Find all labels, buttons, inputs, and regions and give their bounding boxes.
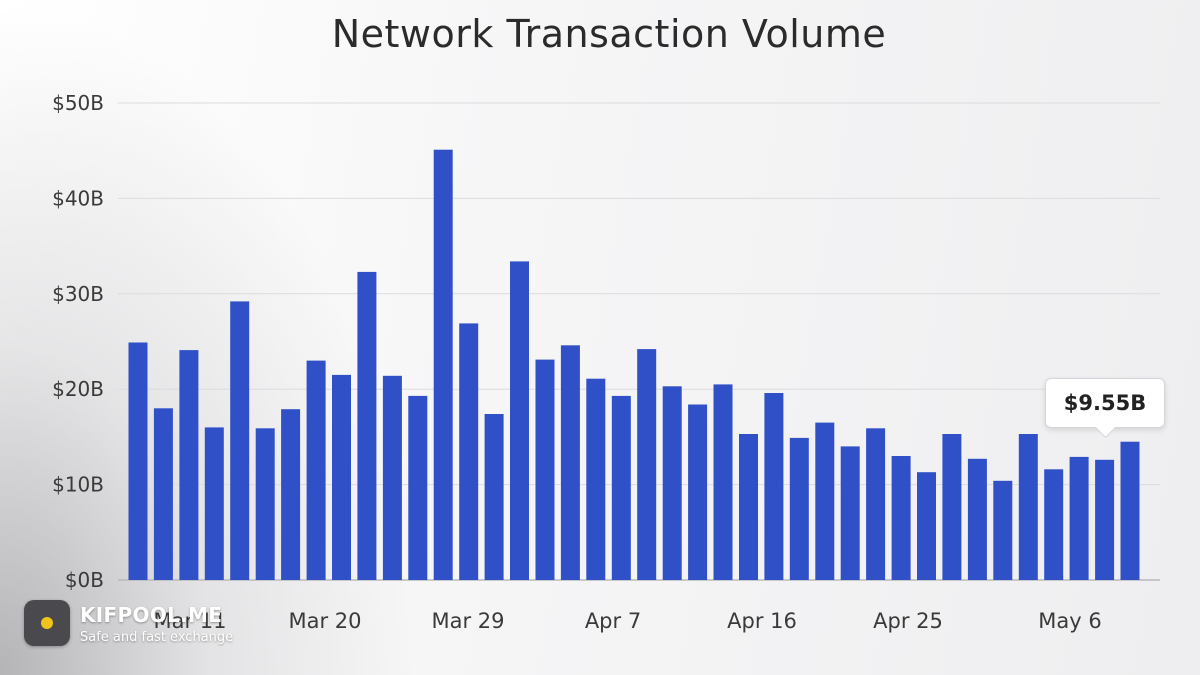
bars [128, 149, 1140, 580]
y-tick-label: $40B [52, 186, 104, 210]
y-tick-label: $10B [52, 473, 104, 497]
bar [204, 427, 224, 580]
bar [1018, 434, 1038, 580]
bar [510, 261, 529, 580]
kifpool-watermark: KIFPOOL.ME Safe and fast exchange [24, 600, 264, 652]
bar [1044, 469, 1064, 580]
y-tick-label: $30B [52, 282, 104, 306]
value-tooltip: $9.55B [1045, 378, 1165, 428]
bar [459, 323, 479, 580]
bar [586, 378, 606, 580]
bar [967, 458, 987, 580]
x-axis-labels: Mar 11 Mar 20 Mar 29 Apr 7 Apr 16 Apr 25 May 6 [153, 609, 1101, 633]
bar [1120, 441, 1140, 580]
bar [128, 342, 148, 580]
bar [993, 480, 1013, 580]
x-tick-label: Mar 20 [288, 609, 361, 633]
bar [484, 414, 504, 580]
x-tick-label: May 6 [1038, 609, 1101, 633]
x-tick-label: Mar 11 [153, 609, 226, 633]
watermark-tagline: Safe and fast exchange [80, 630, 234, 645]
bar [382, 375, 402, 580]
bar [917, 472, 936, 580]
bar [611, 395, 631, 580]
x-tick-label: Mar 29 [431, 609, 504, 633]
y-tick-label: $50B [52, 91, 104, 115]
bar [535, 359, 555, 580]
bar [1095, 459, 1115, 580]
bar [764, 393, 784, 580]
bar [942, 434, 962, 580]
bar [153, 408, 173, 580]
bar [560, 345, 580, 580]
bar [433, 149, 453, 580]
bar [179, 350, 199, 580]
bar [306, 360, 326, 580]
bar [713, 384, 733, 580]
bar [866, 428, 886, 580]
bar [357, 271, 377, 580]
chart-title: Network Transaction Volume [331, 12, 887, 56]
bar [662, 386, 682, 580]
watermark-name: KIFPOOL.ME [80, 603, 223, 627]
x-tick-label: Apr 25 [873, 609, 943, 633]
bar [255, 428, 275, 580]
y-axis-labels: $0B $10B $20B $30B $40B $50B [52, 91, 104, 592]
bar [891, 456, 911, 580]
y-tick-label: $20B [52, 377, 104, 401]
x-tick-label: Apr 16 [727, 609, 797, 633]
bar [815, 422, 835, 580]
bar [840, 446, 860, 580]
bar [332, 374, 351, 580]
bar [230, 301, 250, 580]
bar [408, 395, 428, 580]
logo-dot [41, 617, 53, 629]
bar [688, 404, 708, 580]
bar [739, 434, 758, 580]
x-tick-label: Apr 7 [585, 609, 641, 633]
bar [1069, 456, 1089, 580]
kifpool-logo-icon [24, 600, 70, 646]
bar [637, 349, 657, 580]
y-tick-label: $0B [65, 568, 104, 592]
bar [789, 437, 809, 580]
bar [281, 409, 301, 580]
